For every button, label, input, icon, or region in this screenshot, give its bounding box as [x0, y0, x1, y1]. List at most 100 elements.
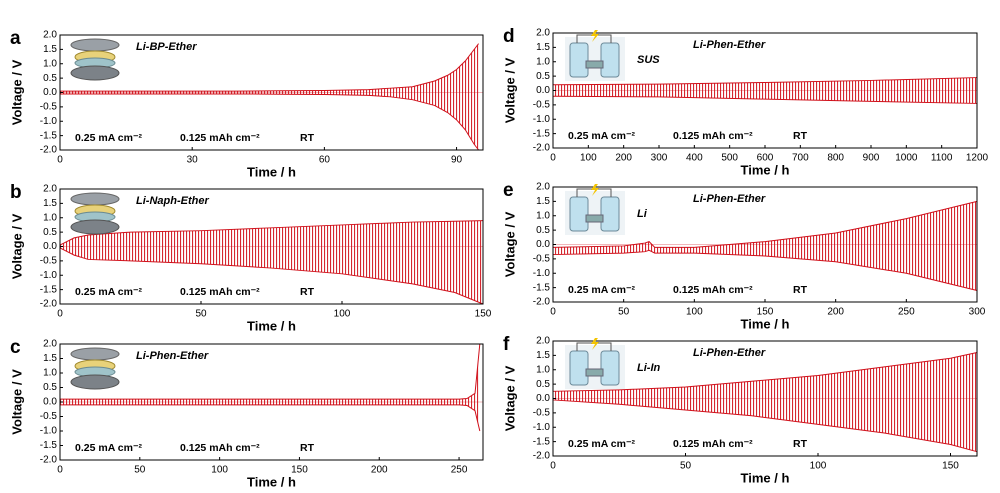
y-tick-label: 1.0	[536, 210, 550, 221]
electrode-label: SUS	[637, 54, 660, 66]
y-tick-label: 0.5	[43, 382, 57, 393]
condition-label: RT	[300, 286, 315, 298]
icon-cell	[600, 196, 620, 232]
x-tick-label: 150	[757, 307, 774, 318]
y-tick-label: 1.0	[536, 364, 550, 375]
y-tick-label: 0.0	[43, 87, 57, 98]
icon-cap	[70, 347, 120, 361]
y-tick-label: -2.0	[533, 451, 551, 462]
y-tick-label: -1.0	[533, 422, 551, 433]
x-tick-label: 50	[134, 465, 146, 476]
cycling-band	[60, 344, 480, 431]
y-tick-label: 2.0	[43, 30, 57, 41]
x-axis-label: Time / h	[247, 318, 296, 333]
y-tick-label: -0.5	[40, 411, 58, 422]
electrode-label: Li-In	[637, 362, 660, 374]
x-tick-label: 0	[57, 309, 63, 320]
y-tick-label: 0.0	[536, 239, 550, 250]
x-tick-label: 250	[898, 307, 915, 318]
panel-title: Li-Phen-Ether	[136, 350, 209, 362]
y-axis-label: Voltage / V	[9, 369, 24, 435]
y-tick-label: -1.5	[40, 130, 58, 141]
x-tick-label: 0	[550, 307, 556, 318]
x-tick-label: 100	[211, 465, 228, 476]
icon-cell	[600, 350, 620, 386]
y-tick-label: -2.0	[40, 299, 58, 310]
y-tick-label: 1.5	[43, 353, 57, 364]
x-tick-label: 1200	[966, 153, 989, 164]
condition-label: 0.125 mAh cm⁻²	[673, 284, 753, 296]
panel-letter: c	[10, 337, 21, 358]
y-tick-label: -1.0	[533, 114, 551, 125]
x-tick-label: 50	[618, 307, 630, 318]
y-tick-label: -1.5	[533, 282, 551, 293]
y-tick-label: -2.0	[533, 143, 551, 154]
x-tick-label: 900	[863, 153, 880, 164]
panel-title: Li-BP-Ether	[136, 41, 197, 53]
x-tick-label: 60	[319, 155, 331, 166]
panel-title: Li-Phen-Ether	[693, 39, 766, 51]
y-tick-label: -1.0	[40, 116, 58, 127]
x-tick-label: 100	[580, 153, 597, 164]
condition-label: 0.125 mAh cm⁻²	[673, 438, 753, 450]
condition-label: RT	[300, 132, 315, 144]
y-tick-label: 0.5	[536, 71, 550, 82]
y-tick-label: 0.5	[536, 225, 550, 236]
y-tick-label: -1.5	[533, 128, 551, 139]
y-tick-label: 1.5	[536, 42, 550, 53]
condition-label: 0.25 mA cm⁻²	[568, 284, 636, 296]
condition-label: 0.25 mA cm⁻²	[568, 130, 636, 142]
y-tick-label: 2.0	[536, 28, 550, 39]
condition-label: 0.125 mAh cm⁻²	[673, 130, 753, 142]
x-tick-label: 700	[792, 153, 809, 164]
condition-label: RT	[793, 438, 808, 450]
condition-label: 0.125 mAh cm⁻²	[180, 132, 260, 144]
x-tick-label: 0	[57, 155, 63, 166]
y-tick-label: -1.5	[40, 440, 58, 451]
x-tick-label: 1100	[931, 153, 953, 164]
panel-letter: a	[10, 28, 21, 49]
y-tick-label: -1.0	[533, 268, 551, 279]
cell-icon	[565, 338, 625, 389]
y-tick-label: 0.5	[43, 73, 57, 84]
y-tick-label: -1.0	[40, 426, 58, 437]
panel-title: Li-Phen-Ether	[693, 193, 766, 205]
y-tick-label: 1.0	[43, 58, 57, 69]
y-tick-label: 1.5	[43, 44, 57, 55]
y-tick-label: 0.5	[536, 379, 550, 390]
y-axis-label: Voltage / V	[502, 365, 517, 431]
y-tick-label: 1.5	[536, 350, 550, 361]
y-tick-label: -0.5	[533, 254, 551, 265]
x-tick-label: 1000	[895, 153, 918, 164]
x-tick-label: 200	[371, 465, 388, 476]
y-tick-label: 1.0	[536, 56, 550, 67]
envelope-line	[60, 404, 481, 432]
condition-label: RT	[793, 284, 808, 296]
condition-label: 0.25 mA cm⁻²	[75, 286, 143, 298]
envelope-line	[59, 220, 484, 246]
x-tick-label: 50	[195, 309, 207, 320]
x-tick-label: 500	[721, 153, 738, 164]
icon-bridge	[585, 368, 604, 377]
x-tick-label: 200	[615, 153, 632, 164]
y-tick-label: 1.0	[43, 368, 57, 379]
x-tick-label: 100	[810, 461, 827, 472]
envelope-line	[552, 77, 978, 86]
condition-label: 0.25 mA cm⁻²	[75, 132, 143, 144]
y-tick-label: -1.5	[533, 436, 551, 447]
x-tick-label: 30	[187, 155, 199, 166]
cycling-band	[60, 220, 483, 304]
y-tick-label: 0.5	[43, 227, 57, 238]
y-tick-label: -1.5	[40, 284, 58, 295]
icon-cap	[70, 192, 120, 206]
envelope-line	[552, 249, 978, 291]
y-axis-label: Voltage / V	[9, 213, 24, 279]
y-tick-label: 2.0	[536, 182, 550, 193]
x-tick-label: 300	[969, 307, 986, 318]
y-tick-label: -0.5	[40, 256, 58, 267]
icon-bridge	[585, 214, 604, 223]
y-tick-label: 2.0	[43, 184, 57, 195]
icon-cell	[569, 350, 589, 386]
y-tick-label: 1.5	[43, 198, 57, 209]
